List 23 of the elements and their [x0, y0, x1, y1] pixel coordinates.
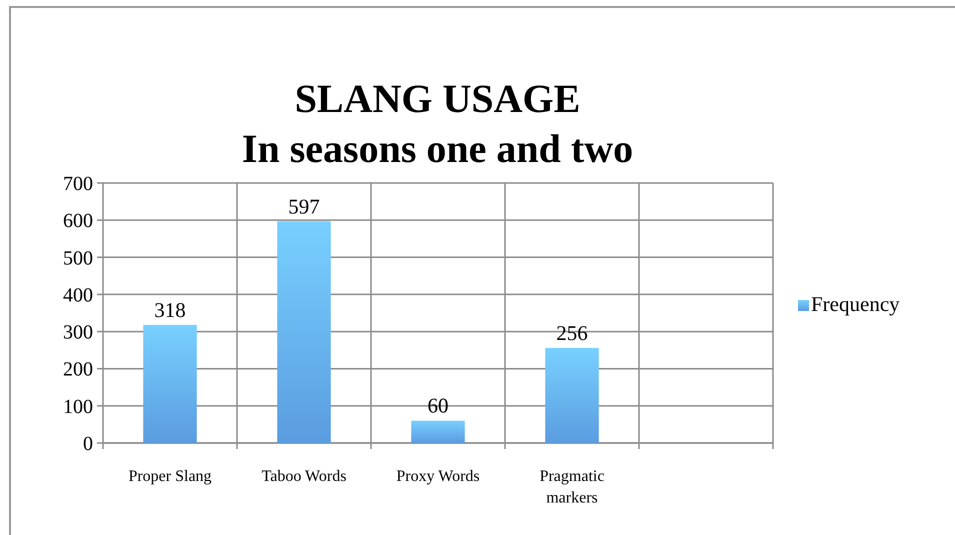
data-label: 60: [428, 394, 448, 418]
x-tick-label: Proper Slang: [128, 468, 212, 485]
data-label: 597: [288, 194, 320, 218]
y-tick-label: 600: [63, 210, 93, 232]
x-tick-label: Pragmatic markers: [540, 468, 604, 507]
data-label: 256: [556, 320, 588, 345]
data-label: 318: [154, 298, 186, 322]
y-tick-label: 400: [63, 284, 93, 306]
bar: [277, 221, 331, 443]
bar: [143, 324, 197, 443]
y-tick-label: 700: [63, 173, 93, 195]
bar: [411, 420, 465, 443]
legend-label: Frequency: [811, 292, 900, 316]
x-tick-label: Proxy Words: [396, 468, 480, 485]
y-tick-label: 200: [63, 358, 93, 381]
x-tick-label: Taboo Words: [262, 468, 346, 485]
y-tick-label: 0: [83, 433, 93, 455]
y-tick-label: 300: [63, 322, 93, 344]
y-tick-label: 500: [63, 247, 93, 270]
bar: [545, 348, 599, 443]
chart-title: SLANG USAGE: [294, 76, 580, 121]
y-tick-label: 100: [63, 396, 93, 418]
chart-subtitle: In seasons one and two: [242, 126, 634, 171]
